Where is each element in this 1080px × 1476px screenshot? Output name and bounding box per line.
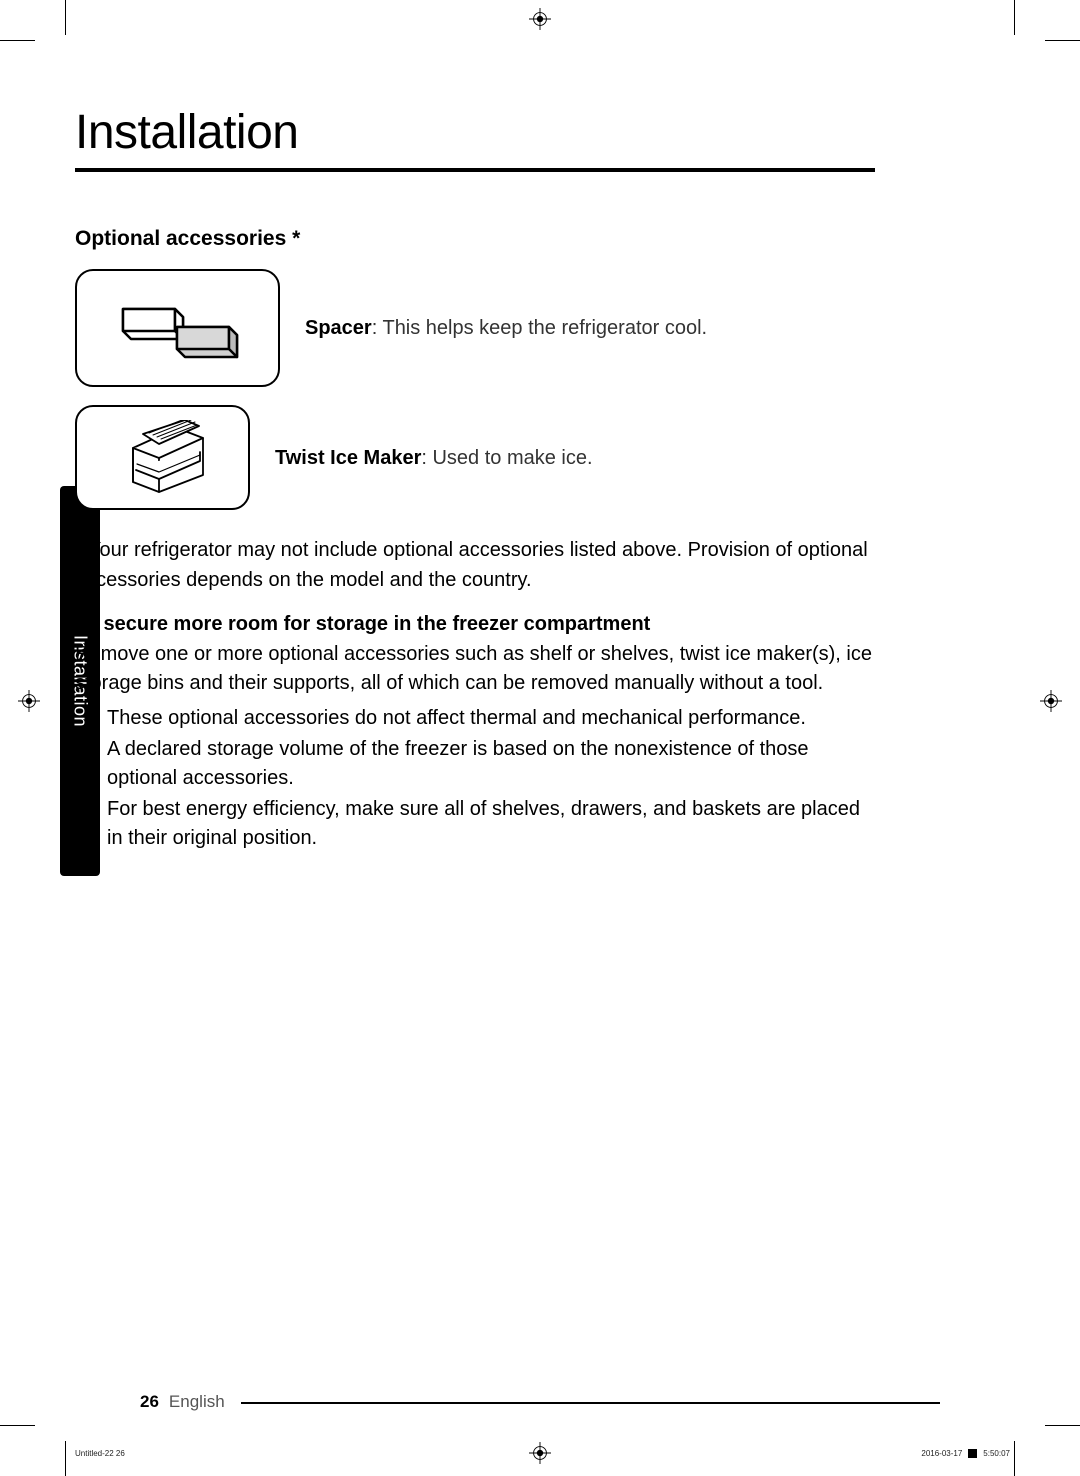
accessory-text: : This helps keep the refrigerator cool. xyxy=(372,317,707,339)
imprint-time: 5:50:07 xyxy=(983,1449,1010,1458)
language-label: English xyxy=(169,1392,225,1412)
registration-mark-icon xyxy=(18,690,40,712)
imprint-date: 2016-03-17 xyxy=(921,1449,962,1458)
page-footer: 26 English xyxy=(140,1392,940,1412)
accessory-description: Twist Ice Maker: Used to make ice. xyxy=(275,444,593,472)
registration-mark-icon xyxy=(529,1442,551,1464)
accessory-row: Twist Ice Maker: Used to make ice. xyxy=(75,405,875,510)
bullet-list: These optional accessories do not affect… xyxy=(75,704,875,853)
accessory-text: : Used to make ice. xyxy=(421,447,592,469)
crop-mark xyxy=(1014,1441,1015,1476)
crop-mark xyxy=(1014,0,1015,35)
accessory-label: Spacer xyxy=(305,317,372,339)
crop-mark xyxy=(0,40,35,41)
accessory-row: Spacer: This helps keep the refrigerator… xyxy=(75,269,875,387)
list-item: A declared storage volume of the freezer… xyxy=(75,735,875,793)
imprint-timestamp: 2016-03-17 5:50:07 xyxy=(921,1449,1010,1458)
page-content: Installation Optional accessories * Spac… xyxy=(75,105,875,855)
list-item: These optional accessories do not affect… xyxy=(75,704,875,733)
ice-maker-illustration xyxy=(75,405,250,510)
body-paragraph: Remove one or more optional accessories … xyxy=(75,640,875,698)
footer-rule xyxy=(241,1402,940,1404)
page-title: Installation xyxy=(75,105,875,172)
imprint-filename: Untitled-22 26 xyxy=(75,1449,125,1458)
sub-heading: To secure more room for storage in the f… xyxy=(75,613,875,636)
accessory-description: Spacer: This helps keep the refrigerator… xyxy=(305,314,707,342)
crop-mark xyxy=(0,1425,35,1426)
note-text: * Your refrigerator may not include opti… xyxy=(75,535,875,595)
crop-mark xyxy=(1045,1425,1080,1426)
accessory-label: Twist Ice Maker xyxy=(275,447,421,469)
crop-mark xyxy=(65,0,66,35)
section-heading: Optional accessories * xyxy=(75,227,875,251)
page-number: 26 xyxy=(140,1392,159,1412)
spacer-illustration xyxy=(75,269,280,387)
crop-mark xyxy=(1045,40,1080,41)
registration-mark-icon xyxy=(529,8,551,30)
list-item: For best energy efficiency, make sure al… xyxy=(75,795,875,853)
crop-mark xyxy=(65,1441,66,1476)
registration-mark-icon xyxy=(1040,690,1062,712)
swatch-icon xyxy=(968,1449,977,1458)
